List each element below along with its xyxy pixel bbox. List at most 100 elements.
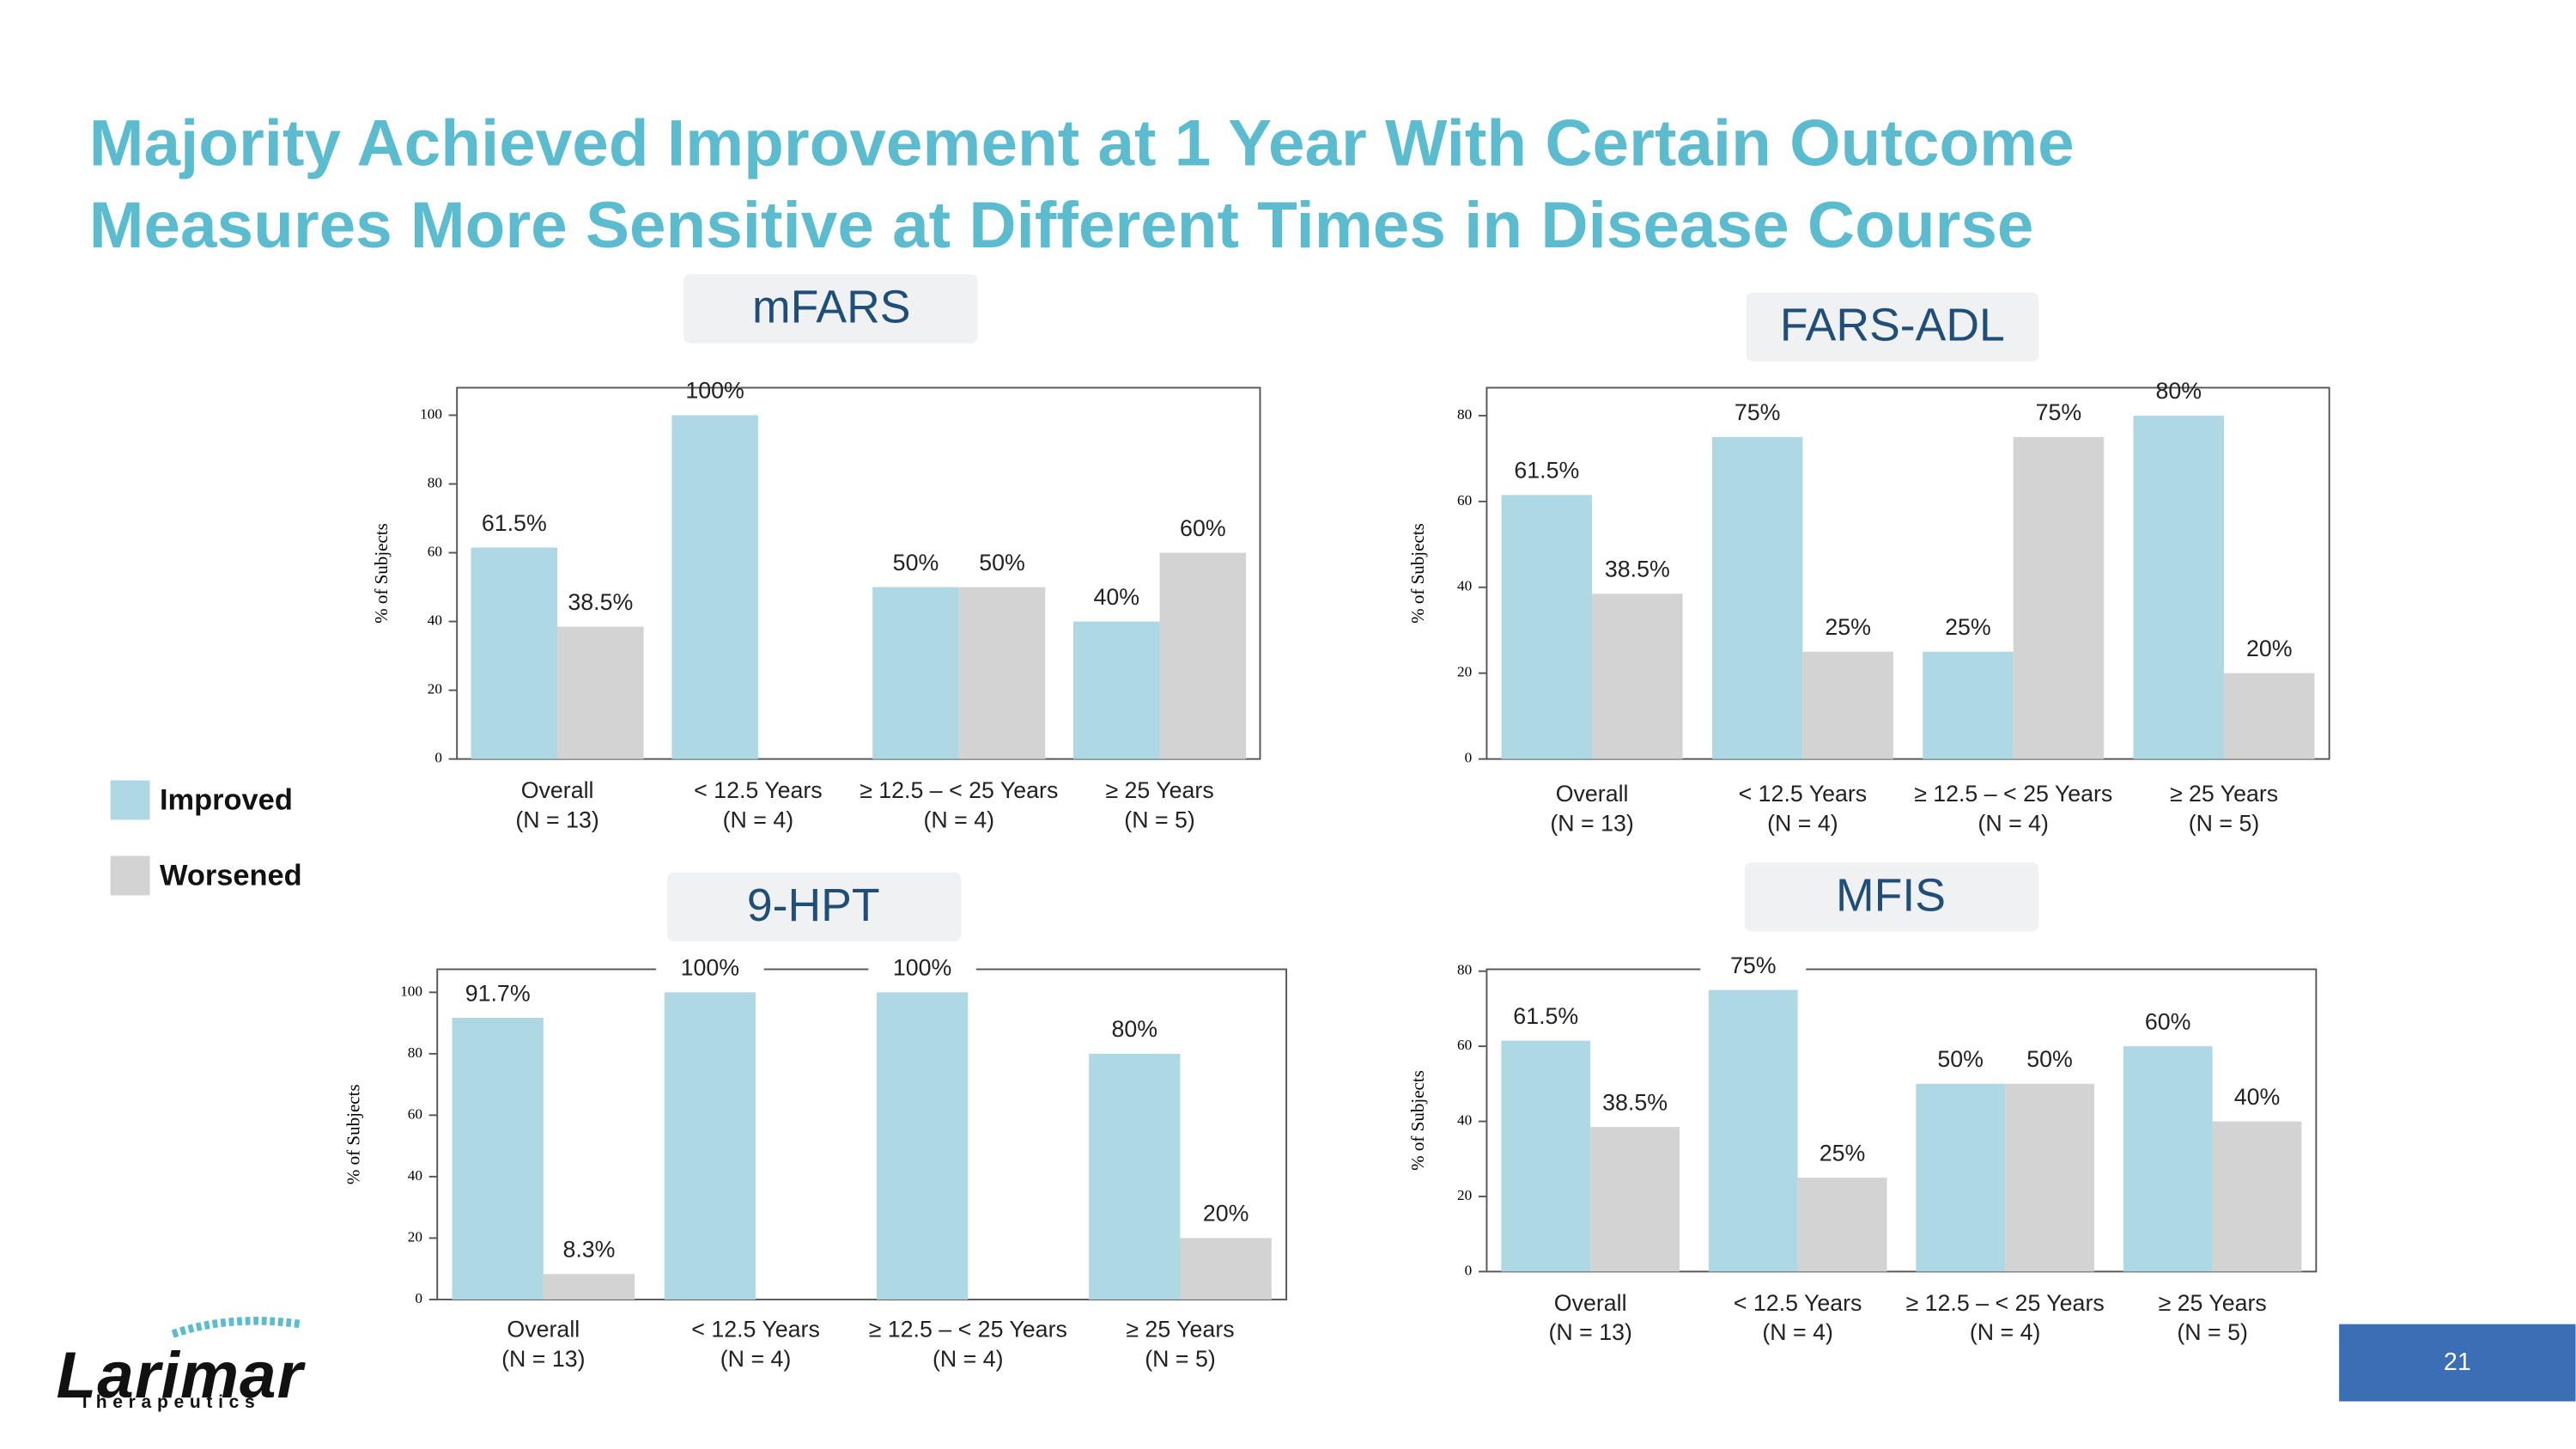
data-label: 8.3% xyxy=(562,1237,615,1263)
bar xyxy=(876,992,969,1300)
bar xyxy=(1916,1083,2006,1272)
y-tick-label: 20 xyxy=(408,1228,422,1245)
data-label: 100% xyxy=(893,955,951,981)
data-label: 25% xyxy=(1945,614,1991,640)
bar xyxy=(1711,436,1803,759)
x-tick-label: ≥ 25 Years xyxy=(2170,781,2278,807)
logo-tagline: Therapeutics xyxy=(79,1392,260,1412)
data-label: 100% xyxy=(681,955,739,981)
x-tick-sublabel: (N = 5) xyxy=(1145,1346,1216,1372)
y-axis-label: % of Subjects xyxy=(1407,523,1428,624)
logo-mark xyxy=(171,1317,302,1338)
logo-name: Larimar xyxy=(56,1339,306,1412)
x-tick-sublabel: (N = 4) xyxy=(923,807,994,832)
bar xyxy=(2133,415,2224,759)
data-label: 61.5% xyxy=(482,510,547,536)
data-label: 50% xyxy=(2026,1046,2073,1072)
x-tick-sublabel: (N = 4) xyxy=(1970,1319,2041,1345)
y-tick-label: 60 xyxy=(1457,1037,1472,1053)
bar xyxy=(471,547,558,759)
legend-label: Improved xyxy=(160,783,293,816)
chart-title-box xyxy=(667,872,962,941)
x-tick-label: ≥ 12.5 – < 25 Years xyxy=(1906,1290,2105,1316)
y-tick-label: 20 xyxy=(1457,664,1472,680)
bar xyxy=(2212,1121,2302,1272)
bar xyxy=(1923,651,2014,759)
bar xyxy=(671,415,758,759)
y-tick-label: 40 xyxy=(408,1167,422,1184)
bar xyxy=(2223,673,2315,759)
data-label: 25% xyxy=(1825,614,1871,640)
chart-title: FARS-ADL xyxy=(1780,301,2005,351)
data-label: 100% xyxy=(685,378,744,404)
data-label: 20% xyxy=(2246,636,2293,661)
x-tick-label: ≥ 12.5 – < 25 Years xyxy=(860,777,1058,803)
y-tick-label: 80 xyxy=(1457,406,1472,423)
y-tick-label: 0 xyxy=(415,1290,422,1306)
plot-frame xyxy=(1485,968,2318,1273)
bar xyxy=(557,626,644,759)
y-tick-label: 60 xyxy=(408,1105,422,1122)
x-tick-sublabel: (N = 4) xyxy=(933,1346,1004,1372)
x-tick-label: Overall xyxy=(507,1316,580,1342)
y-tick-label: 0 xyxy=(1465,750,1473,766)
x-tick-label: < 12.5 Years xyxy=(1739,781,1868,807)
label-backdrop xyxy=(1700,952,1807,982)
x-tick-label: ≥ 25 Years xyxy=(1105,777,1213,803)
chart-title-box xyxy=(1744,862,2039,932)
legend-label: Worsened xyxy=(160,859,302,892)
bar xyxy=(1590,1127,1680,1272)
y-axis-label: % of Subjects xyxy=(343,1084,363,1184)
x-tick-label: Overall xyxy=(1556,781,1629,807)
data-label: 75% xyxy=(1735,399,1781,425)
x-tick-sublabel: (N = 4) xyxy=(720,1346,792,1372)
y-tick-label: 100 xyxy=(420,405,442,422)
y-tick-label: 40 xyxy=(428,612,442,629)
y-axis-label: % of Subjects xyxy=(1407,1070,1428,1171)
bar xyxy=(872,587,959,759)
bar xyxy=(2123,1046,2213,1272)
x-tick-label: ≥ 25 Years xyxy=(2158,1290,2266,1316)
bar xyxy=(1159,552,1247,759)
data-label: 60% xyxy=(2145,1008,2191,1034)
bar xyxy=(2005,1083,2094,1272)
slide-title: Measures More Sensitive at Different Tim… xyxy=(89,189,2034,262)
y-axis-label: % of Subjects xyxy=(371,523,392,624)
x-tick-label: ≥ 12.5 – < 25 Years xyxy=(1914,781,2112,807)
y-tick-label: 80 xyxy=(428,474,442,490)
data-label: 38.5% xyxy=(1605,557,1670,582)
y-tick-label: 20 xyxy=(428,681,442,697)
data-label: 25% xyxy=(1820,1140,1866,1166)
chart-title: MFIS xyxy=(1836,870,1946,921)
x-tick-sublabel: (N = 13) xyxy=(501,1346,585,1372)
bar xyxy=(1501,1040,1591,1272)
bar xyxy=(1802,651,1893,759)
data-label: 50% xyxy=(979,550,1025,575)
data-label: 80% xyxy=(2155,378,2202,404)
x-tick-sublabel: (N = 4) xyxy=(1978,810,2049,836)
data-label: 50% xyxy=(893,550,939,575)
data-label: 75% xyxy=(1730,953,1777,978)
data-label: 61.5% xyxy=(1514,458,1579,484)
chart-title: 9-HPT xyxy=(747,880,880,931)
legend-swatch xyxy=(110,780,150,820)
y-tick-label: 20 xyxy=(1457,1187,1472,1203)
x-tick-sublabel: (N = 4) xyxy=(723,807,794,832)
bar xyxy=(1501,495,1593,759)
data-label: 80% xyxy=(1112,1016,1158,1042)
data-label: 50% xyxy=(1937,1046,1984,1072)
x-tick-label: < 12.5 Years xyxy=(694,777,823,803)
plot-frame xyxy=(1485,387,2330,760)
data-label: 60% xyxy=(1180,515,1226,541)
data-label: 38.5% xyxy=(1602,1089,1668,1115)
chart-title-box xyxy=(683,274,978,344)
y-tick-label: 60 xyxy=(428,543,442,559)
y-tick-label: 80 xyxy=(1457,962,1472,978)
bar xyxy=(543,1274,635,1300)
page-number: 21 xyxy=(2444,1349,2471,1376)
bar xyxy=(1708,989,1798,1272)
data-label: 40% xyxy=(2234,1084,2281,1110)
data-label: 40% xyxy=(1094,584,1140,610)
data-label: 61.5% xyxy=(1513,1003,1578,1029)
